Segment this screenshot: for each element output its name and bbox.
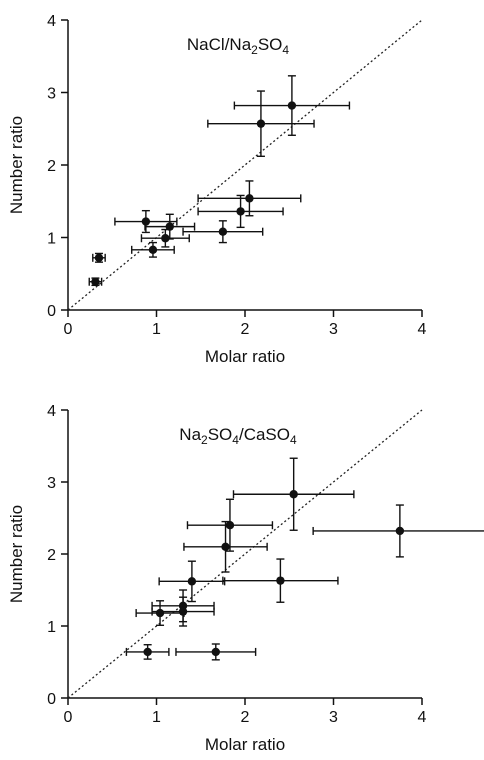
y-tick-label: 2 [47, 547, 56, 564]
data-point-group [233, 75, 351, 136]
y-tick-label: 4 [47, 13, 56, 30]
reference-line [67, 409, 423, 699]
data-point-group [182, 220, 264, 244]
x-axis-label: Molar ratio [205, 347, 285, 366]
title-subscript: 2 [201, 433, 208, 447]
x-axis-label: Molar ratio [205, 735, 285, 754]
data-point-group [232, 457, 355, 531]
x-tick-label: 1 [152, 321, 161, 338]
data-point-group [135, 600, 185, 626]
data-point-group [114, 209, 178, 234]
data-point [221, 542, 230, 551]
data-point [161, 234, 170, 243]
data-point [91, 277, 100, 286]
x-tick-label: 4 [418, 709, 427, 726]
y-tick-label: 4 [47, 403, 56, 420]
data-point-group [92, 252, 106, 263]
x-tick-label: 2 [241, 321, 250, 338]
y-tick-label: 3 [47, 86, 56, 103]
y-tick-label: 0 [47, 691, 56, 708]
data-point-group [140, 228, 190, 248]
data-point [143, 647, 152, 657]
data-point [289, 490, 298, 499]
y-axis-label: Number ratio [7, 505, 26, 603]
data-point-group [131, 241, 175, 258]
x-tick-label: 3 [329, 321, 338, 338]
y-tick-label: 1 [47, 231, 56, 248]
y-tick-label: 1 [47, 619, 56, 636]
x-tick-label: 1 [152, 709, 161, 726]
data-point [256, 119, 266, 128]
data-point-group [125, 644, 170, 660]
data-point-group [207, 90, 315, 158]
title-text: NaCl/Na [187, 35, 252, 54]
data-point-group [197, 180, 302, 217]
data-point [148, 245, 158, 255]
data-point [395, 526, 405, 536]
data-point [94, 253, 104, 262]
data-point [218, 227, 228, 236]
x-tick-label: 4 [418, 321, 427, 338]
data-point [236, 207, 245, 216]
y-tick-label: 0 [47, 303, 56, 320]
data-point [225, 521, 235, 530]
title-text: SO [208, 425, 233, 444]
data-point-group [158, 560, 226, 603]
data-point [187, 577, 197, 586]
data-point-group [175, 643, 257, 661]
x-tick-label: 0 [64, 709, 73, 726]
title-subscript: 4 [232, 433, 239, 447]
panel-title: Na2SO4/CaSO4 [179, 425, 297, 447]
data-point [141, 217, 151, 226]
y-axis-label: Number ratio [7, 116, 26, 214]
reference-line [67, 19, 423, 311]
title-subscript: 4 [282, 43, 289, 57]
x-tick-label: 0 [64, 321, 73, 338]
title-text: Na [179, 425, 201, 444]
x-tick-label: 2 [241, 709, 250, 726]
data-point [211, 647, 220, 657]
data-point [165, 222, 174, 231]
data-point-group [186, 498, 274, 552]
data-point-group [222, 558, 339, 603]
panel-title: NaCl/Na2SO4 [187, 35, 290, 57]
data-point-group [197, 194, 284, 229]
data-point-group [312, 504, 484, 558]
data-point-group [88, 277, 103, 287]
panel-top: 0 1 2 3 4 0 1 2 3 4 Molar ratio Number ratio NaCl/Na… [7, 13, 427, 366]
title-text: SO [258, 35, 283, 54]
data-point [276, 576, 285, 585]
x-tick-label: 3 [329, 709, 338, 726]
data-point-group [144, 213, 196, 240]
data-point [245, 194, 254, 203]
data-point-group [183, 520, 268, 573]
data-point [178, 607, 188, 616]
y-tick-label: 3 [47, 475, 56, 492]
title-text: /CaSO [239, 425, 290, 444]
data-point [287, 101, 297, 110]
title-subscript: 2 [251, 43, 258, 57]
title-subscript: 4 [290, 433, 297, 447]
data-point [155, 608, 165, 618]
y-tick-label: 2 [47, 158, 56, 175]
